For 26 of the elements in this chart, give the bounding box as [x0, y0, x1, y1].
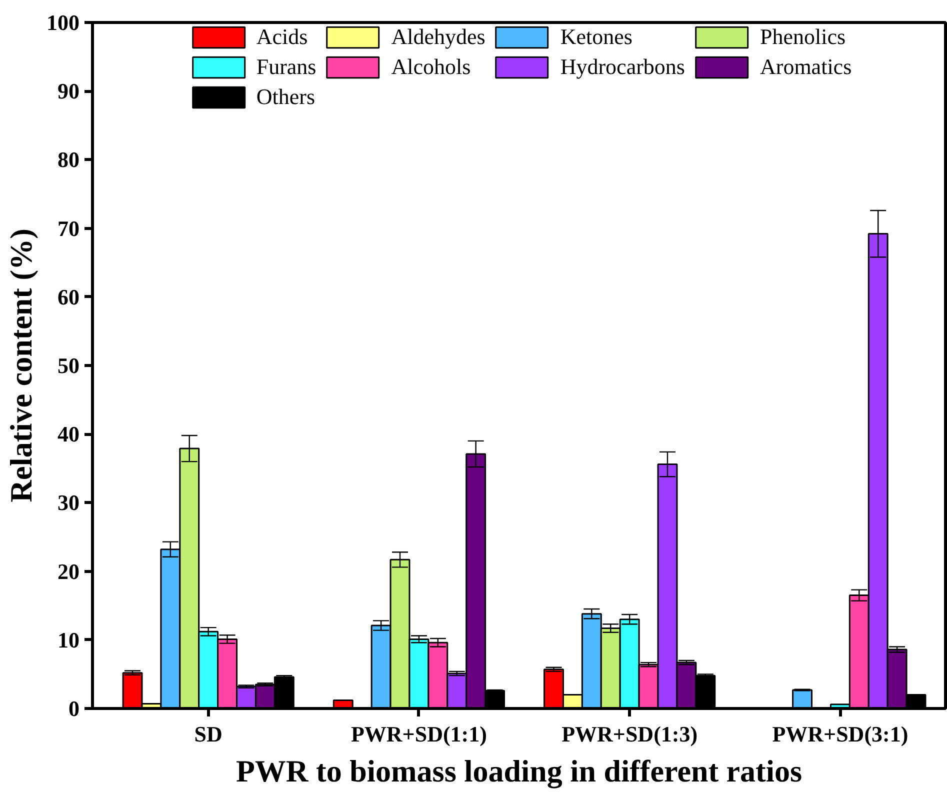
y-tick-label: 90 [58, 78, 80, 104]
legend-label: Furans [256, 54, 316, 80]
y-tick-label: 20 [58, 558, 80, 584]
y-tick-label: 50 [58, 353, 80, 378]
x-tick-label: SD [194, 722, 222, 746]
y-tick-label: 10 [58, 627, 80, 652]
y-tick-label: 30 [58, 490, 80, 516]
x-tick-label: PWR+SD(1:1) [350, 722, 487, 746]
legend-label: Alcohols [391, 54, 471, 80]
legend-label: Hydrocarbons [560, 54, 685, 80]
x-axis-title: PWR to biomass loading in different ratios [236, 754, 802, 788]
x-tick-label: PWR+SD(1:3) [562, 722, 698, 746]
legend-label: Aldehydes [391, 24, 486, 50]
y-tick-label: 80 [58, 147, 80, 172]
y-tick-label: 40 [58, 422, 80, 447]
y-tick-label: 70 [58, 216, 80, 241]
x-tick-label: PWR+SD(3:1) [772, 722, 908, 746]
legend-label: Aromatics [760, 54, 852, 80]
y-axis-title: Relative content (%) [4, 228, 38, 502]
y-tick-label: 60 [58, 284, 80, 310]
y-tick-label: 100 [46, 10, 80, 35]
legend-label: Ketones [560, 24, 632, 50]
legend-label: Others [256, 84, 316, 110]
y-tick-label: 0 [68, 696, 80, 721]
legend-label: Phenolics [760, 24, 846, 50]
legend-label: Acids [256, 24, 308, 50]
